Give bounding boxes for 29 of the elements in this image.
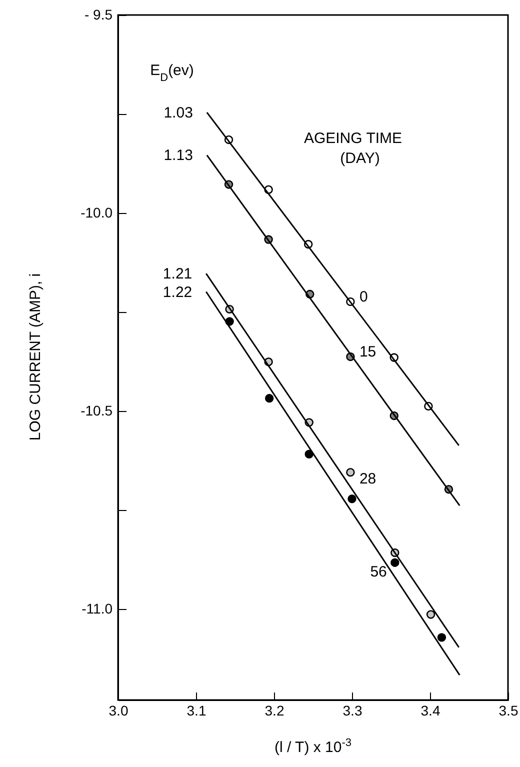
point: [264, 394, 274, 403]
x-axis-title: (l / T) x 10$^{-3}$: [274, 737, 352, 756]
series-label: 1.22: [162, 284, 192, 301]
x-tick-label: 3.4: [420, 702, 440, 718]
series-label: 1.03: [164, 104, 193, 122]
point: [426, 610, 436, 619]
series-label: 56: [370, 564, 387, 581]
point: [346, 468, 355, 477]
y-tick-label: -10.0: [80, 204, 113, 220]
point: [390, 558, 400, 567]
series-label: 28: [359, 470, 376, 488]
annotation: E$_{D}$(ev): [150, 62, 194, 84]
x-tick-label: 3.0: [108, 702, 128, 718]
x-tick-label: 3.5: [498, 702, 518, 718]
annotation: AGEING TIME: [304, 130, 402, 147]
point: [437, 633, 446, 642]
series-label: 1.21: [162, 266, 192, 283]
series-label: 1.13: [164, 147, 193, 164]
series-label: 15: [359, 344, 376, 361]
y-axis-title: LOG CURRENT (AMP), i: [27, 273, 44, 441]
x-tick-label: 3.2: [264, 702, 284, 718]
x-tick-label: 3.3: [342, 702, 362, 718]
y-tick-label: - 9.5: [84, 6, 113, 22]
y-tick-label: -11.0: [82, 600, 113, 616]
y-tick-label: -10.5: [80, 402, 113, 418]
point: [348, 494, 356, 504]
x-tick-label: 3.1: [186, 702, 206, 718]
series-label: 0: [359, 288, 368, 306]
annotation: (DAY): [340, 150, 380, 167]
